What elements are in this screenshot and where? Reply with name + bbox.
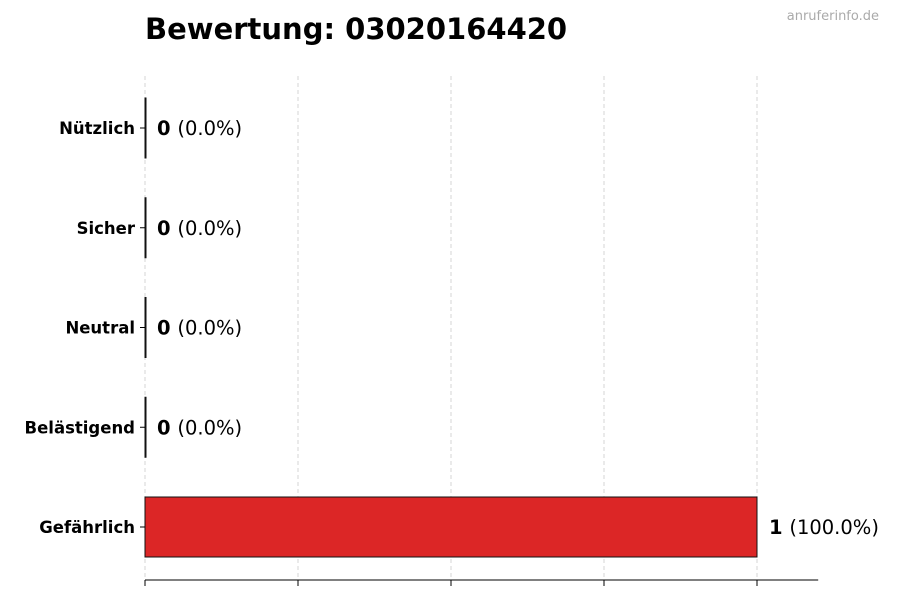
data-label: 1 (100.0%)	[769, 516, 879, 539]
bar-sicher	[144, 197, 147, 259]
bar-gefährlich	[144, 496, 758, 558]
category-label: Gefährlich	[39, 518, 135, 537]
chart-title: Bewertung: 03020164420	[145, 12, 568, 46]
data-label: 0 (0.0%)	[157, 416, 242, 439]
data-label: 0 (0.0%)	[157, 217, 242, 240]
bar-nützlich	[144, 97, 147, 159]
data-label-percent: (0.0%)	[177, 416, 242, 439]
data-label-count: 1	[769, 516, 789, 539]
data-label-count: 0	[157, 217, 177, 240]
data-label-count: 0	[157, 416, 177, 439]
bar-neutral	[144, 297, 147, 358]
data-label: 0 (0.0%)	[157, 317, 242, 340]
category-label: Nützlich	[59, 119, 135, 138]
data-label-percent: (0.0%)	[177, 117, 242, 140]
category-label: Belästigend	[25, 418, 135, 437]
category-label: Neutral	[65, 319, 135, 338]
data-label-percent: (0.0%)	[177, 217, 242, 240]
data-label-count: 0	[157, 117, 177, 140]
data-label-count: 0	[157, 317, 177, 340]
data-label-percent: (100.0%)	[789, 516, 879, 539]
watermark: anruferinfo.de	[786, 9, 879, 24]
bar-belästigend	[144, 396, 147, 458]
category-label: Sicher	[77, 219, 136, 238]
data-label-percent: (0.0%)	[177, 317, 242, 340]
data-label: 0 (0.0%)	[157, 117, 242, 140]
